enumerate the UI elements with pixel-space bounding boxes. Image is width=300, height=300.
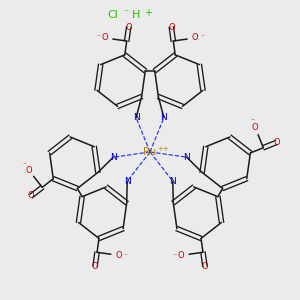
Text: O: O bbox=[28, 191, 34, 200]
Text: O: O bbox=[26, 166, 32, 175]
Text: O: O bbox=[178, 251, 184, 260]
Text: ++: ++ bbox=[157, 146, 169, 152]
Text: ⁻: ⁻ bbox=[124, 252, 128, 261]
Text: N: N bbox=[124, 177, 130, 186]
Text: O: O bbox=[252, 123, 258, 132]
Text: Ru: Ru bbox=[143, 147, 157, 157]
Text: ⁻: ⁻ bbox=[250, 116, 254, 125]
Text: ⁻: ⁻ bbox=[123, 8, 129, 18]
Text: O: O bbox=[102, 33, 108, 42]
Text: ⁻: ⁻ bbox=[22, 160, 26, 169]
Text: N: N bbox=[169, 177, 176, 186]
Text: ⁻: ⁻ bbox=[172, 252, 176, 261]
Text: N: N bbox=[183, 153, 190, 162]
Text: H: H bbox=[132, 10, 140, 20]
Text: ⁻: ⁻ bbox=[96, 32, 100, 41]
Text: O: O bbox=[273, 138, 280, 147]
Text: O: O bbox=[92, 262, 98, 271]
Text: Cl: Cl bbox=[108, 10, 118, 20]
Text: +: + bbox=[144, 8, 152, 18]
Text: O: O bbox=[202, 262, 208, 271]
Text: O: O bbox=[168, 22, 175, 32]
Text: ⁻: ⁻ bbox=[200, 32, 204, 41]
Text: N: N bbox=[133, 113, 140, 122]
Text: O: O bbox=[125, 22, 132, 32]
Text: O: O bbox=[116, 251, 122, 260]
Text: N: N bbox=[160, 113, 167, 122]
Text: N: N bbox=[110, 153, 117, 162]
Text: O: O bbox=[192, 33, 198, 42]
